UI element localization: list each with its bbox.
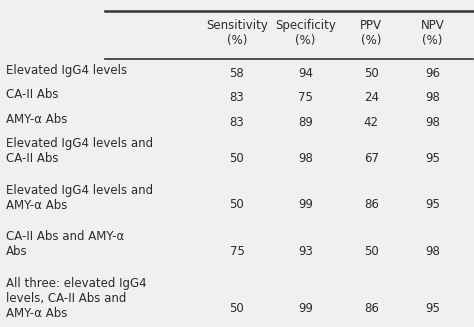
Text: 98: 98: [425, 116, 440, 129]
Text: 83: 83: [229, 116, 245, 129]
Text: 42: 42: [364, 116, 379, 129]
Text: 99: 99: [298, 302, 313, 316]
Text: 94: 94: [298, 67, 313, 80]
Text: 98: 98: [425, 245, 440, 258]
Text: Elevated IgG4 levels and
CA-II Abs: Elevated IgG4 levels and CA-II Abs: [6, 137, 153, 165]
Text: 24: 24: [364, 92, 379, 105]
Text: 89: 89: [298, 116, 313, 129]
Text: 86: 86: [364, 302, 379, 316]
Text: All three: elevated IgG4
levels, CA-II Abs and
AMY-α Abs: All three: elevated IgG4 levels, CA-II A…: [6, 277, 147, 320]
Text: NPV
(%): NPV (%): [421, 19, 445, 47]
Text: 83: 83: [229, 92, 245, 105]
Text: 96: 96: [425, 67, 440, 80]
Text: 50: 50: [229, 302, 245, 316]
Text: 50: 50: [364, 67, 379, 80]
Text: 95: 95: [425, 152, 440, 164]
Text: CA-II Abs: CA-II Abs: [6, 88, 59, 101]
Text: AMY-α Abs: AMY-α Abs: [6, 113, 67, 126]
Text: Elevated IgG4 levels and
AMY-α Abs: Elevated IgG4 levels and AMY-α Abs: [6, 184, 153, 212]
Text: PPV
(%): PPV (%): [360, 19, 383, 47]
Text: 98: 98: [298, 152, 313, 164]
Text: Sensitivity
(%): Sensitivity (%): [206, 19, 268, 47]
Text: 50: 50: [229, 152, 245, 164]
Text: 75: 75: [229, 245, 245, 258]
Text: Specificity
(%): Specificity (%): [275, 19, 336, 47]
Text: 95: 95: [425, 302, 440, 316]
Text: 75: 75: [298, 92, 313, 105]
Text: CA-II Abs and AMY-α
Abs: CA-II Abs and AMY-α Abs: [6, 231, 124, 258]
Text: 98: 98: [425, 92, 440, 105]
Text: 86: 86: [364, 198, 379, 211]
Text: Elevated IgG4 levels: Elevated IgG4 levels: [6, 64, 127, 77]
Text: 93: 93: [298, 245, 313, 258]
Text: 95: 95: [425, 198, 440, 211]
Text: 58: 58: [229, 67, 245, 80]
Text: 50: 50: [364, 245, 379, 258]
Text: 99: 99: [298, 198, 313, 211]
Text: 67: 67: [364, 152, 379, 164]
Text: 50: 50: [229, 198, 245, 211]
